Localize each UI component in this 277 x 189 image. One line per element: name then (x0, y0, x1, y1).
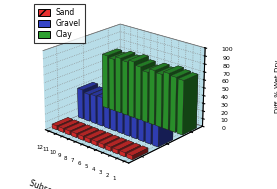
Legend: Sand, Gravel, Clay: Sand, Gravel, Clay (34, 4, 85, 43)
X-axis label: Subsample n.: Subsample n. (28, 178, 79, 189)
